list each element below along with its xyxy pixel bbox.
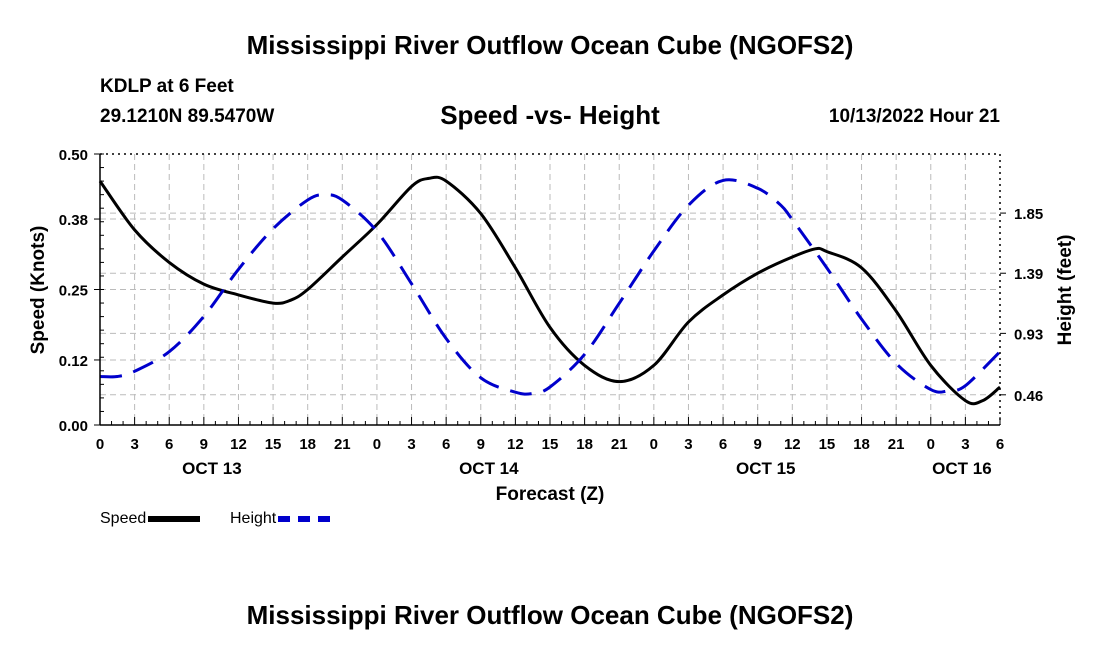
legend-speed: Speed xyxy=(100,510,201,528)
x-tick-label: 0 xyxy=(650,436,658,453)
footer-title: Mississippi River Outflow Ocean Cube (NG… xyxy=(246,600,854,630)
x-tick-label: 3 xyxy=(684,436,692,453)
y2-tick-label: 0.46 xyxy=(1014,388,1043,405)
coordinates-label: 29.1210N 89.5470W xyxy=(100,106,275,127)
axes: 0 3 6 9 12 15 18 21 0 3 6 9 12 15 18 21 0 3 6 9 12 15 18 21 0 3 6O… xyxy=(59,147,1043,478)
main-title: Mississippi River Outflow Ocean Cube (NG… xyxy=(246,30,854,60)
legend-height-swatch xyxy=(278,516,331,522)
x-tick-label: 18 xyxy=(299,436,316,453)
x-tick-label: 9 xyxy=(200,436,208,453)
x-tick-label: 21 xyxy=(888,436,905,453)
x-tick-label: 3 xyxy=(961,436,969,453)
y-tick-label: 0.00 xyxy=(59,418,88,435)
x-tick-label: 9 xyxy=(477,436,485,453)
x-tick-label: 15 xyxy=(542,436,559,453)
run-time-label: 10/13/2022 Hour 21 xyxy=(828,106,1000,127)
x-tick-label: 6 xyxy=(442,436,450,453)
chart-title: Speed -vs- Height xyxy=(440,100,660,130)
x-tick-label: 12 xyxy=(507,436,524,453)
x-tick-label: 0 xyxy=(373,436,381,453)
x-tick-label: 6 xyxy=(996,436,1004,453)
y2-tick-label: 1.39 xyxy=(1014,266,1043,283)
x-tick-label: 18 xyxy=(853,436,870,453)
day-label: OCT 13 xyxy=(182,459,242,478)
y2-tick-label: 0.93 xyxy=(1014,326,1043,343)
x-tick-label: 0 xyxy=(96,436,104,453)
x-tick-label: 15 xyxy=(265,436,282,453)
legend-height-label: Height xyxy=(230,510,277,527)
day-label: OCT 16 xyxy=(932,459,992,478)
x-tick-label: 21 xyxy=(611,436,628,453)
x-tick-label: 3 xyxy=(407,436,415,453)
y-tick-label: 0.12 xyxy=(59,353,88,370)
x-tick-label: 12 xyxy=(784,436,801,453)
y2-axis-label: Height (feet) xyxy=(1055,235,1076,346)
x-tick-label: 15 xyxy=(819,436,836,453)
y-tick-label: 0.50 xyxy=(59,147,88,164)
y-tick-label: 0.25 xyxy=(59,283,88,300)
x-tick-label: 6 xyxy=(719,436,727,453)
legend-speed-swatch xyxy=(148,516,201,522)
station-label: KDLP at 6 Feet xyxy=(100,76,234,97)
x-tick-label: 0 xyxy=(927,436,935,453)
speed-series-line xyxy=(98,175,1001,406)
y-tick-label: 0.38 xyxy=(59,212,88,229)
legend-speed-label: Speed xyxy=(100,510,147,527)
x-tick-label: 9 xyxy=(754,436,762,453)
y-axis-label: Speed (Knots) xyxy=(28,226,49,355)
height-series-line xyxy=(99,178,1002,396)
y2-tick-label: 1.85 xyxy=(1014,206,1043,223)
legend-height: Height xyxy=(230,510,331,528)
day-label: OCT 15 xyxy=(736,459,796,478)
x-tick-label: 3 xyxy=(130,436,138,453)
x-tick-label: 12 xyxy=(230,436,247,453)
day-label: OCT 14 xyxy=(459,459,519,478)
series-layer xyxy=(98,175,1002,406)
x-tick-label: 18 xyxy=(576,436,593,453)
grid xyxy=(100,154,1000,425)
x-axis-label: Forecast (Z) xyxy=(496,484,605,505)
x-tick-label: 6 xyxy=(165,436,173,453)
x-tick-label: 21 xyxy=(334,436,351,453)
